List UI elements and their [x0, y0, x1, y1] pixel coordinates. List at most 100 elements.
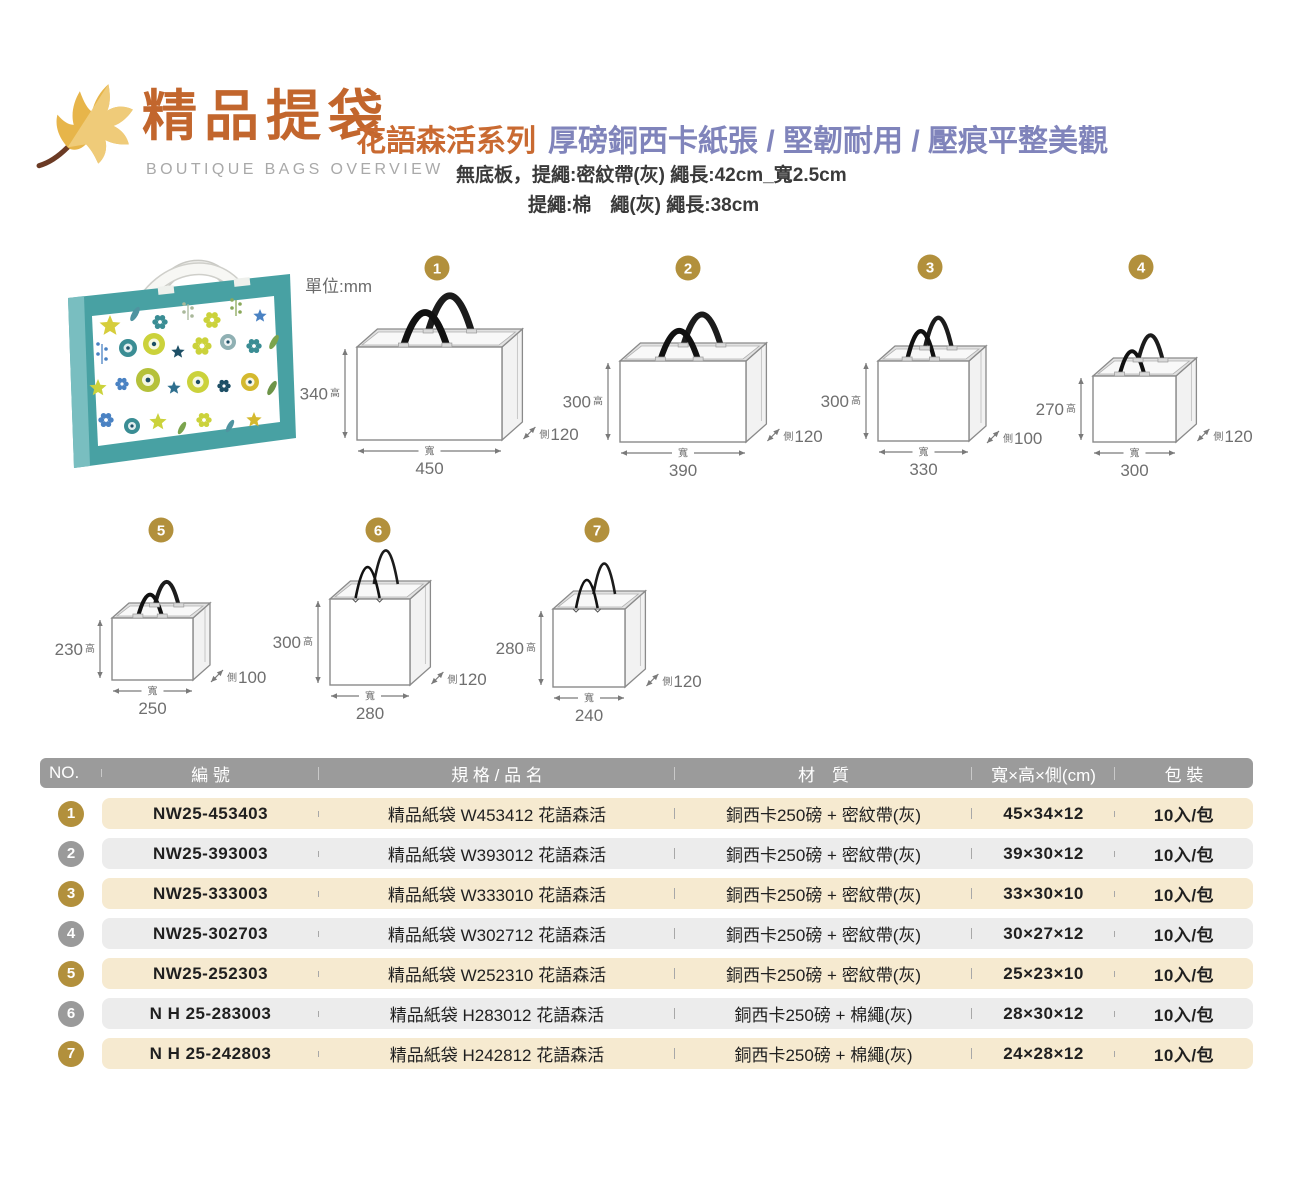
- flower-petal: [121, 385, 127, 391]
- arrowhead: [315, 677, 321, 683]
- arrowhead: [605, 434, 611, 440]
- cell-name: 精品紙袋 W252310 花語森活: [319, 961, 675, 986]
- arrowhead: [987, 436, 994, 443]
- arrowhead: [1078, 378, 1084, 384]
- bag-side-face: [1175, 356, 1198, 444]
- height-unit-label: 高: [330, 387, 340, 400]
- leaf-shape: [269, 334, 279, 350]
- diagram-number: 1: [433, 261, 441, 278]
- diagram-number-badge: [148, 517, 174, 543]
- cell-material: 銅西卡250磅 + 棉繩(灰): [675, 1001, 972, 1026]
- dim-line: [430, 671, 444, 685]
- bag-side-face: [968, 344, 987, 443]
- band-handle-front: [905, 329, 937, 361]
- flower-bloom-dot: [145, 377, 151, 383]
- side-unit-label: 側: [662, 675, 672, 688]
- leaf-shape: [225, 419, 235, 433]
- handle-tab: [692, 356, 704, 362]
- table-row: 1 NW25-453403 精品紙袋 W453412 花語森活 銅西卡250磅 + 密…: [40, 798, 1253, 829]
- flower-petal: [154, 314, 161, 321]
- rope-knot: [376, 598, 383, 603]
- bag-top-face: [618, 342, 769, 362]
- flower-petal: [219, 379, 225, 385]
- table-header: NO. 編 號 規 格 / 品 名 材 質 寬×高×側(cm) 包 裝: [40, 758, 1253, 788]
- flower-petal: [198, 421, 205, 428]
- diagram-number-badge: [1128, 254, 1154, 280]
- arrowhead: [618, 695, 624, 701]
- flower-petal: [192, 342, 200, 350]
- cell-pack: 10入/包: [1153, 1006, 1215, 1025]
- handle-tab: [156, 613, 168, 619]
- bag-top-face: [551, 590, 648, 610]
- bag-opening: [881, 348, 981, 360]
- flower-petal: [211, 312, 218, 319]
- diagram-number: 3: [926, 260, 934, 277]
- row-content: NW25-302703 精品紙袋 W302712 花語森活 銅西卡250磅 + 密紋…: [102, 918, 1253, 949]
- diagram-number-badge: [365, 517, 391, 543]
- handle-tab: [132, 613, 144, 619]
- cell-name: 精品紙袋 W302712 花語森活: [319, 921, 675, 946]
- cell-pack: 10入/包: [1153, 966, 1215, 985]
- sprig-dot: [104, 357, 108, 361]
- diagram-number-badge: [917, 254, 943, 280]
- handle-tab: [422, 328, 434, 334]
- row-content: NW25-333003 精品紙袋 W333010 花語森活 銅西卡250磅 + 密紋…: [102, 878, 1253, 909]
- height-value: 300: [821, 392, 849, 411]
- handle-tab: [1114, 371, 1125, 377]
- side-value: 120: [1224, 427, 1252, 446]
- sprig-dot: [230, 306, 234, 310]
- height-unit-label: 高: [85, 642, 95, 655]
- column-header-no: NO.: [40, 763, 102, 783]
- flower-petal: [100, 412, 107, 419]
- arrowhead: [211, 675, 218, 682]
- flower-petal: [105, 412, 112, 419]
- rope-handle-back: [372, 549, 400, 585]
- flower-petal: [195, 347, 203, 355]
- handle-tab: [1139, 371, 1150, 377]
- flower-star: [253, 309, 267, 322]
- arrowhead: [646, 679, 653, 686]
- arrowhead: [554, 695, 560, 701]
- column-header-name: 規 格 / 品 名: [319, 761, 675, 786]
- cell-code: NW25-252303: [102, 964, 319, 984]
- cell-size: 25×23×10: [972, 964, 1115, 984]
- width-value: 250: [138, 699, 166, 718]
- table-row: 5 NW25-252303 精品紙袋 W252310 花語森活 銅西卡250磅 + 密…: [40, 958, 1253, 989]
- side-value: 120: [458, 670, 486, 689]
- bag-opening: [115, 605, 205, 617]
- dim-line: [645, 673, 659, 687]
- page-title: 精品提袋: [142, 85, 391, 147]
- arrowhead: [342, 349, 348, 355]
- arrowhead: [342, 432, 348, 438]
- bag-side-face: [745, 341, 768, 444]
- bag-top-face: [355, 328, 525, 348]
- width-unit-label: 寬: [919, 446, 929, 459]
- flower-petal: [117, 385, 123, 391]
- handle-tab: [929, 356, 940, 362]
- flower-star: [171, 345, 185, 358]
- handle-tab: [149, 602, 160, 608]
- flower-center: [221, 383, 227, 389]
- cell-pack: 10入/包: [1153, 806, 1215, 825]
- cell-pack: 10入/包: [1153, 886, 1215, 905]
- row-number-badge: 2: [58, 840, 84, 867]
- rope-knot: [352, 598, 359, 603]
- cell-size: 30×27×12: [972, 924, 1115, 944]
- width-unit-label: 寬: [1130, 447, 1140, 460]
- arrowhead: [1203, 429, 1210, 436]
- width-value: 390: [669, 461, 697, 480]
- cell-name: 精品紙袋 W333010 花語森活: [319, 881, 675, 906]
- flower-petal: [223, 379, 229, 385]
- cell-material: 銅西卡250磅 + 密紋帶(灰): [675, 881, 972, 906]
- maple-leaf-icon: [36, 84, 133, 169]
- width-value: 330: [909, 460, 937, 479]
- flower-petal: [98, 417, 104, 423]
- flower-petal: [152, 319, 158, 325]
- flower-center: [157, 319, 163, 325]
- cell-code: NW25-333003: [102, 884, 319, 904]
- band-handle-front: [135, 592, 165, 618]
- sprig-dot: [190, 314, 194, 318]
- width-value: 450: [415, 459, 443, 478]
- flower-star: [149, 413, 167, 430]
